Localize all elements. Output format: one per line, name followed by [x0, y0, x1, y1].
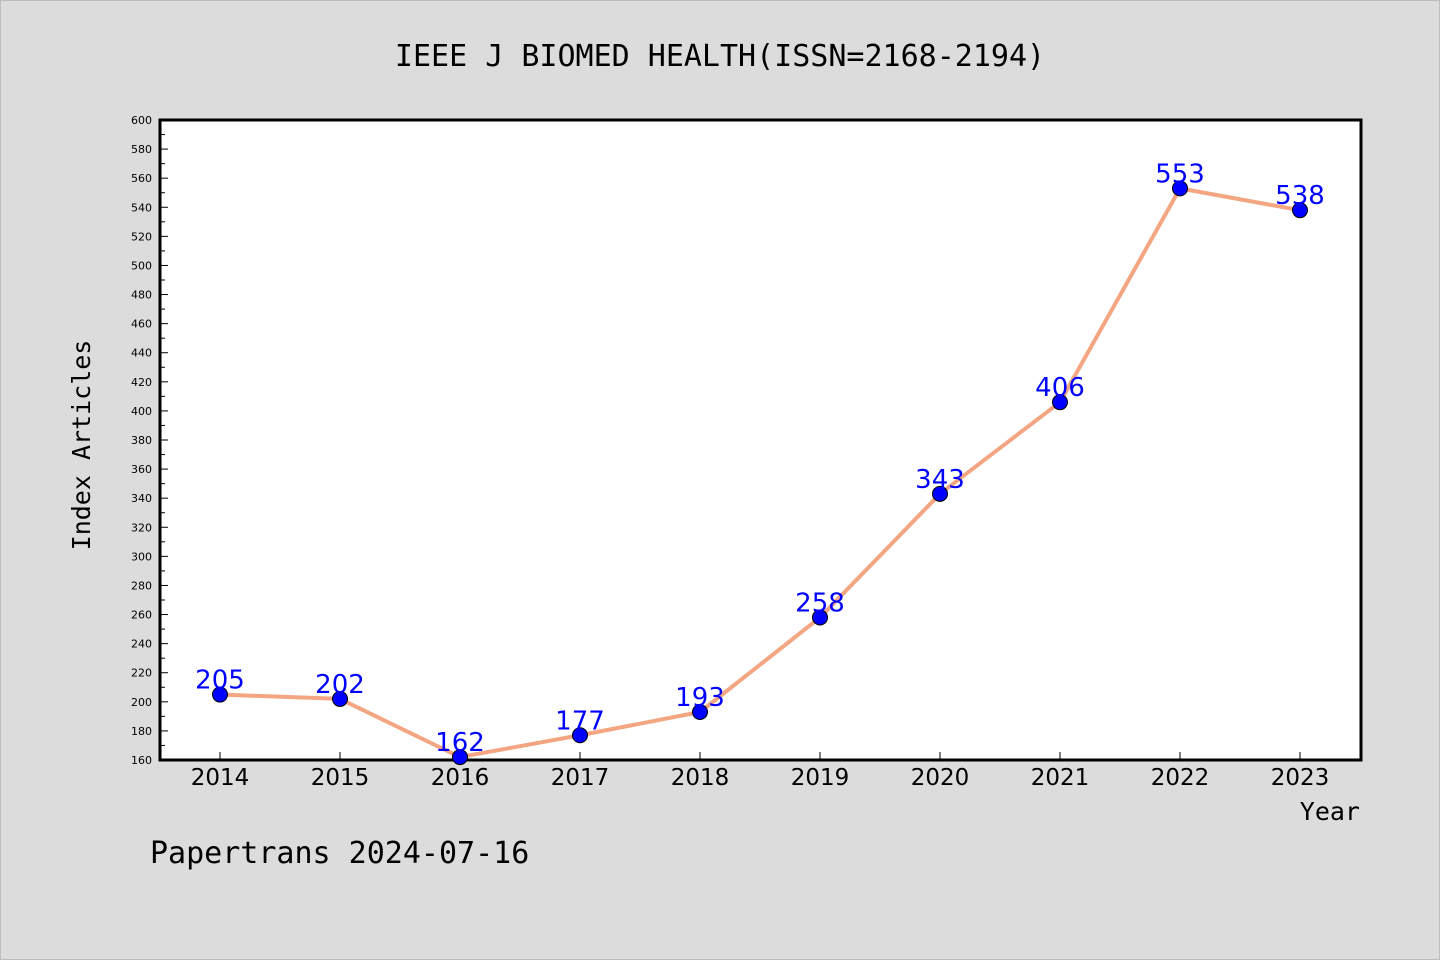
x-tick-label: 2017 — [551, 765, 610, 791]
y-tick-label: 260 — [131, 609, 152, 622]
y-tick-label: 520 — [131, 230, 152, 243]
y-tick-label: 300 — [131, 550, 152, 563]
x-tick-label: 2021 — [1031, 765, 1090, 791]
data-point — [212, 686, 228, 703]
y-tick-label: 500 — [131, 259, 152, 272]
y-tick-label: 380 — [131, 434, 152, 447]
x-tick-label: 2014 — [191, 765, 250, 791]
data-point — [1052, 394, 1068, 411]
x-axis-title: Year — [1300, 797, 1360, 826]
data-label: 193 — [675, 683, 725, 713]
y-tick-label: 560 — [131, 172, 152, 185]
y-tick-label: 600 — [131, 114, 152, 127]
x-tick-label: 2022 — [1151, 765, 1210, 791]
y-tick-label: 200 — [131, 696, 152, 709]
data-point — [1172, 180, 1188, 197]
y-tick-label: 420 — [131, 376, 152, 389]
y-tick-label: 400 — [131, 405, 152, 418]
data-labels: 205 202 162 177 193 258 343 406 553 538 — [195, 159, 1325, 758]
x-tick-label: 2015 — [311, 765, 370, 791]
chart-title: IEEE J BIOMED HEALTH(ISSN=2168-2194) — [395, 39, 1045, 74]
series-line — [218, 186, 1302, 760]
y-tick-label: 440 — [131, 347, 152, 360]
data-point — [932, 485, 948, 502]
series-group — [212, 180, 1308, 766]
data-label: 205 — [195, 666, 245, 696]
x-tick-label: 2019 — [791, 765, 850, 791]
data-point — [812, 609, 828, 626]
y-tick-label: 580 — [131, 143, 152, 156]
y-tick-label: 160 — [131, 754, 152, 767]
x-tick-label: 2016 — [431, 765, 490, 791]
data-label: 202 — [315, 670, 365, 700]
x-tick-label: 2018 — [671, 765, 730, 791]
y-tick-label: 320 — [131, 521, 152, 534]
data-point — [572, 727, 588, 744]
y-tick-label: 180 — [131, 725, 152, 738]
data-label: 258 — [795, 588, 845, 618]
y-tick-label: 340 — [131, 492, 152, 505]
data-label: 406 — [1035, 373, 1085, 403]
data-point — [1292, 202, 1308, 219]
x-tick-label: 2020 — [911, 765, 970, 791]
x-axis: 2014 2015 2016 2017 2018 2019 2020 2021 2022 2023 — [191, 752, 1330, 791]
y-axis-title: Index Articles — [67, 340, 96, 551]
y-tick-label: 280 — [131, 579, 152, 592]
y-tick-label: 540 — [131, 201, 152, 214]
data-label: 177 — [555, 706, 605, 736]
plot-area — [158, 118, 1363, 762]
y-tick-label: 240 — [131, 638, 152, 651]
data-label: 553 — [1155, 159, 1205, 189]
data-label: 538 — [1275, 181, 1325, 211]
y-tick-label: 220 — [131, 667, 152, 680]
y-axis: 160 180 200 220 240 260 280 300 320 340 360 380 400 4… — [131, 114, 168, 767]
y-tick-label: 460 — [131, 318, 152, 331]
y-tick-label: 360 — [131, 463, 152, 476]
data-label: 343 — [915, 465, 965, 495]
x-tick-label: 2023 — [1271, 765, 1330, 791]
footer-note: Papertrans 2024-07-16 — [150, 836, 529, 871]
data-point — [332, 690, 348, 707]
data-point — [692, 704, 708, 720]
y-tick-label: 480 — [131, 289, 152, 302]
data-label: 162 — [435, 728, 485, 758]
data-point — [452, 749, 468, 766]
